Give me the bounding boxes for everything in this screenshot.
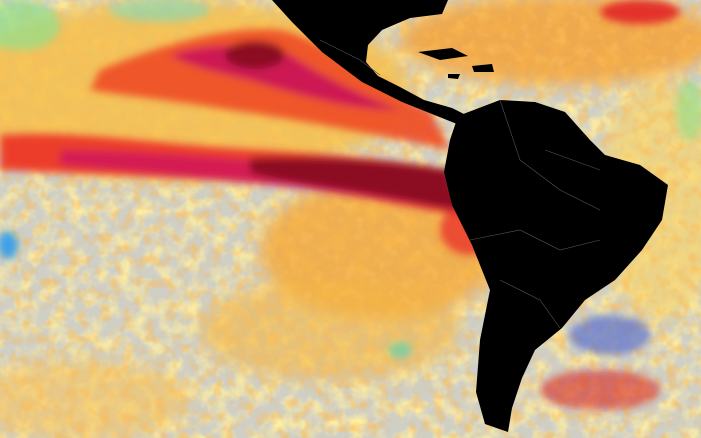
cool-patch (676, 80, 701, 140)
equatorial-band-peak (250, 157, 462, 212)
country-borders (319, 39, 601, 329)
equatorial-band-core (60, 150, 462, 212)
cuba (418, 48, 468, 60)
northeast-pacific-core (170, 45, 400, 110)
borders (319, 39, 601, 329)
northeast-pacific-peak (225, 41, 285, 69)
hispaniola (472, 64, 494, 72)
cool-patch (0, 0, 60, 50)
cool-patch (570, 315, 650, 355)
cool-patch (110, 0, 210, 22)
south-america (444, 100, 668, 432)
land (272, 0, 668, 432)
cool-patch (0, 231, 18, 259)
north-central-america (272, 0, 472, 126)
jamaica (448, 74, 460, 79)
south-atlantic-hot (540, 370, 660, 410)
atlantic-hotspot (600, 0, 680, 24)
cool-patch (388, 342, 412, 358)
cool-patches (0, 0, 701, 358)
